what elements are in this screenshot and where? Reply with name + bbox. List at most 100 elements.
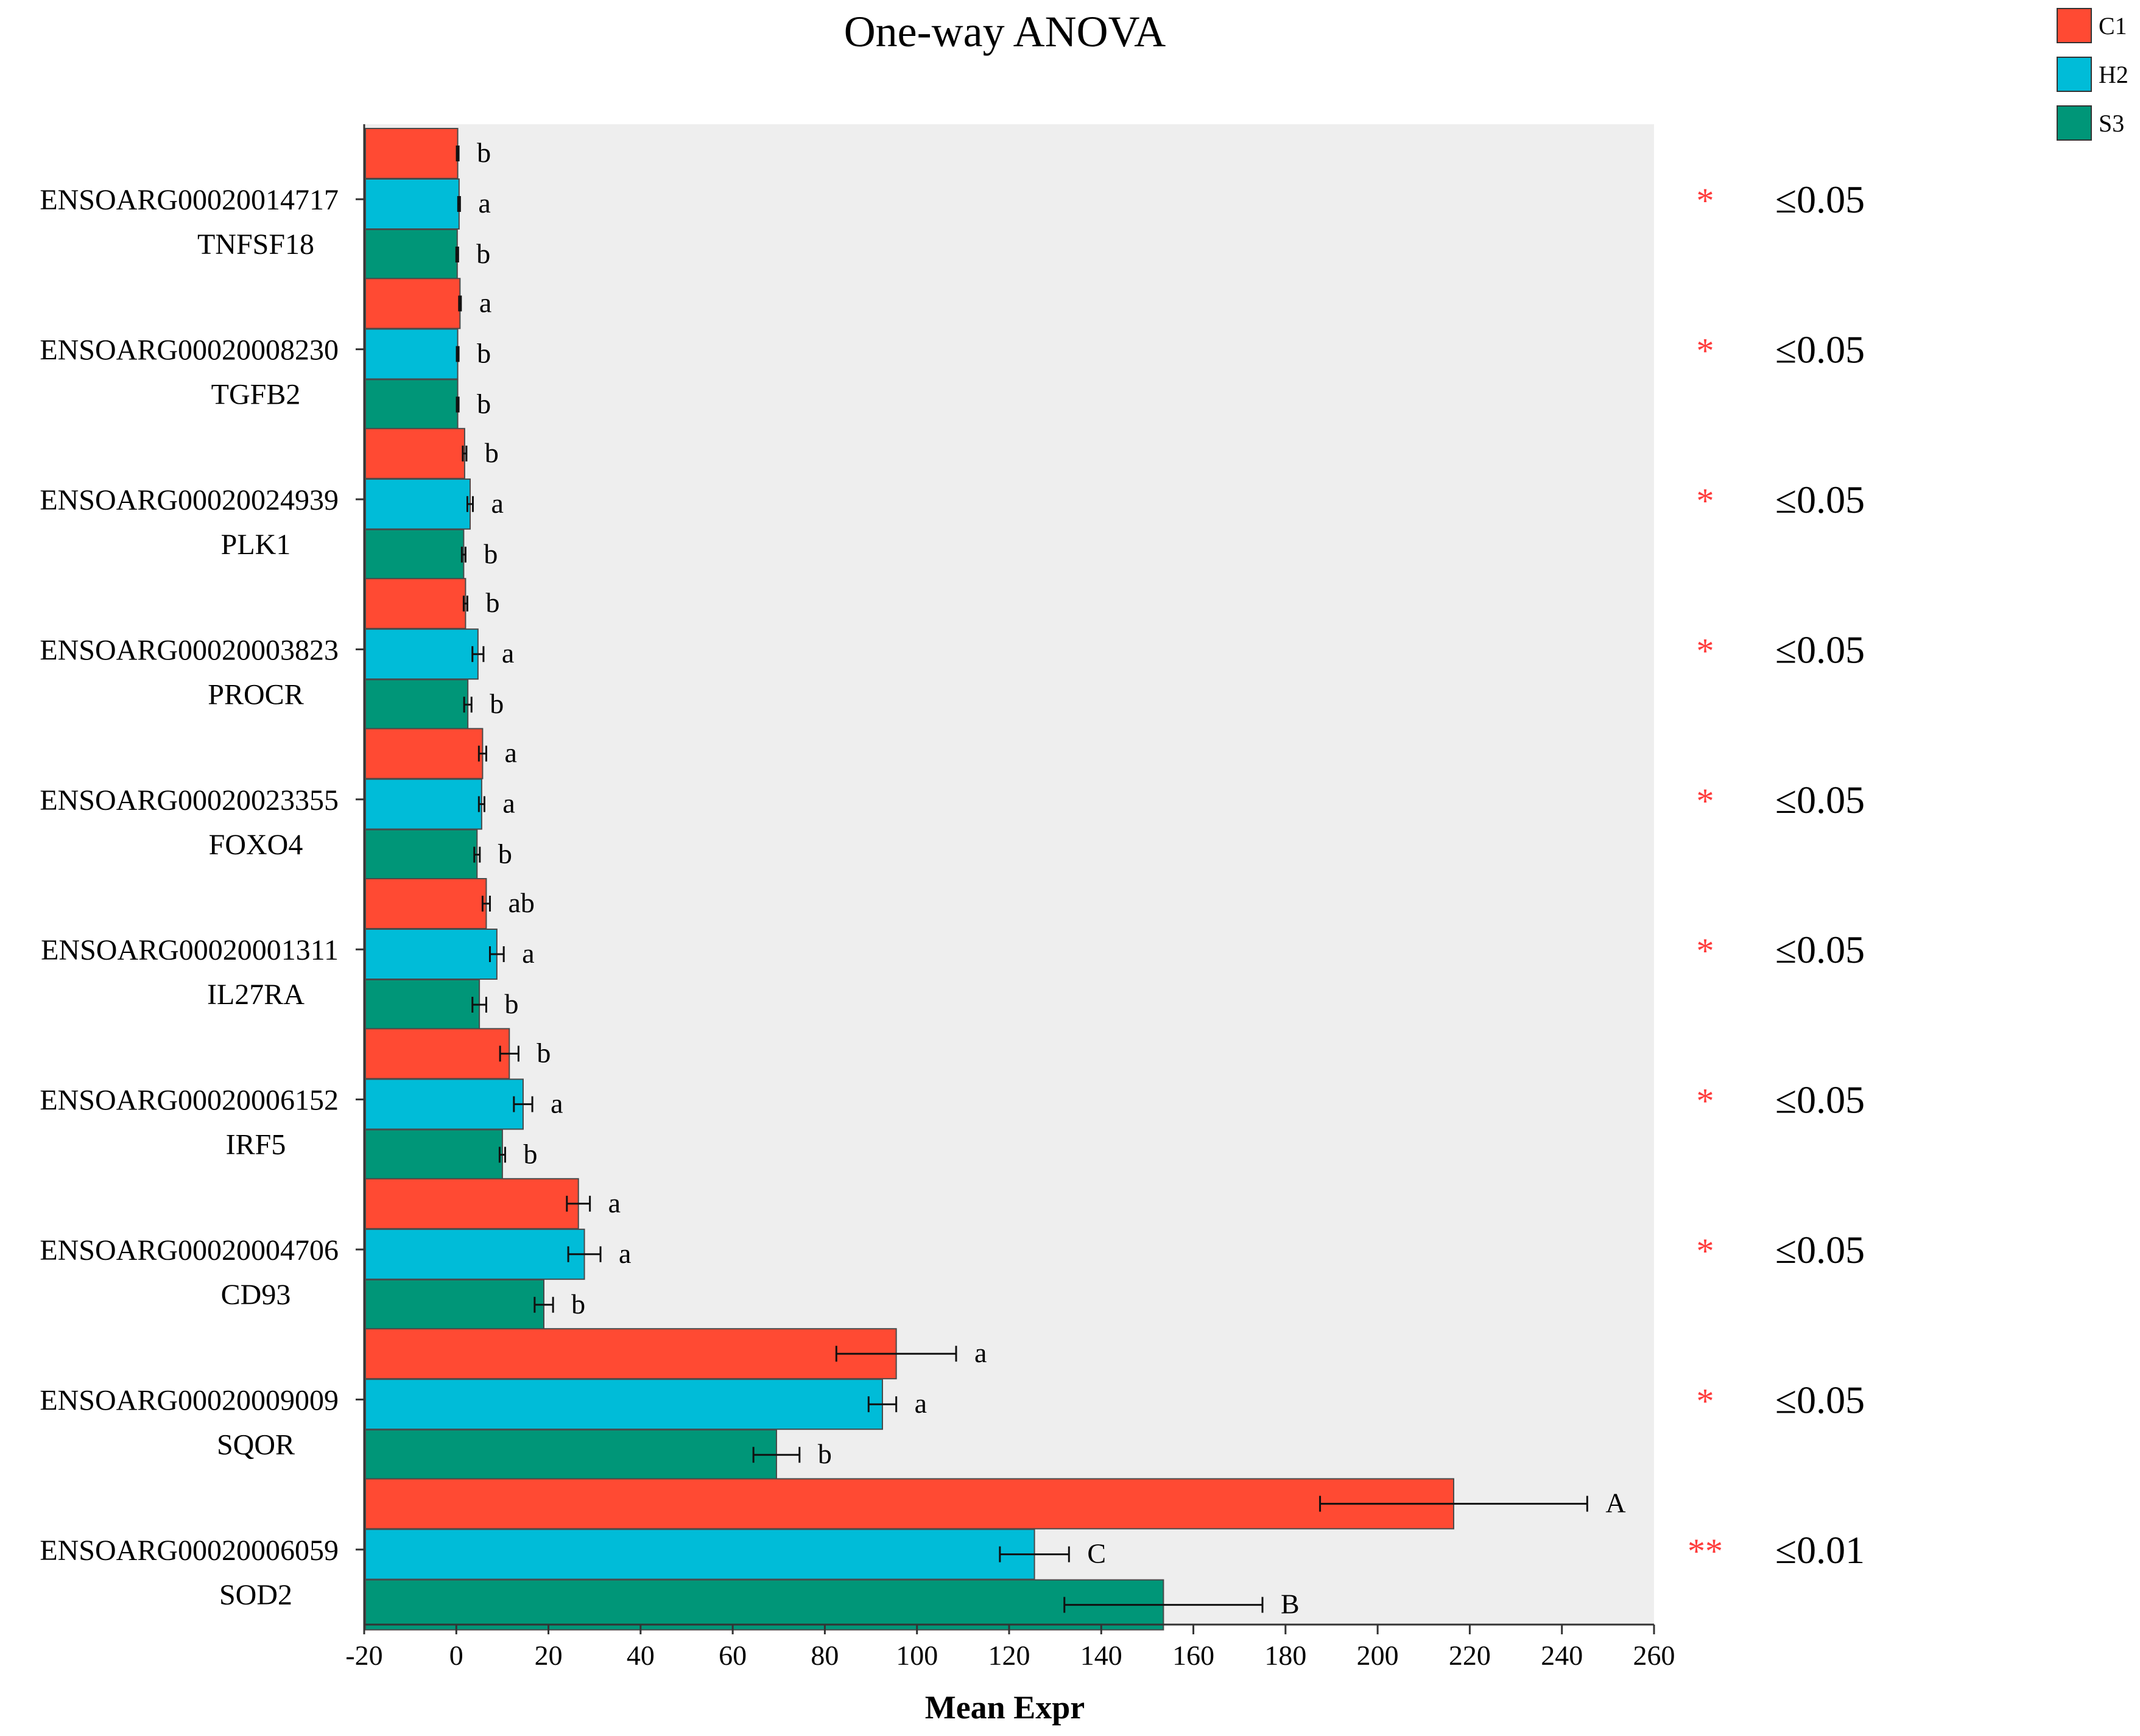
p-value-label: ≤0.05 bbox=[1775, 1228, 1865, 1271]
category-gene-label: PROCR bbox=[208, 678, 303, 711]
category-id-label: ENSOARG00020003823 bbox=[40, 634, 339, 666]
p-value-label: ≤0.05 bbox=[1775, 778, 1865, 821]
bar-tnfsf18-s3 bbox=[365, 229, 458, 280]
significance-letter: b bbox=[537, 1037, 551, 1068]
significance-stars: ** bbox=[1688, 1531, 1723, 1571]
legend-label-c1: C1 bbox=[2099, 12, 2127, 40]
significance-stars: * bbox=[1697, 1381, 1714, 1421]
p-value-label: ≤0.05 bbox=[1775, 1378, 1865, 1421]
category-gene-label: CD93 bbox=[221, 1279, 291, 1311]
bar-sod2-s3 bbox=[365, 1579, 1164, 1631]
bar-cd93-s3 bbox=[365, 1279, 545, 1330]
significance-letter: a bbox=[491, 488, 504, 519]
p-value-label: ≤0.05 bbox=[1775, 928, 1865, 971]
category-gene-label: FOXO4 bbox=[209, 829, 303, 861]
significance-letter: b bbox=[490, 688, 504, 719]
p-value-label: ≤0.05 bbox=[1775, 1078, 1865, 1122]
x-axis: -20 0 20 40 60 80 100 120 140 160 180 200 220 240 260 bbox=[345, 124, 1675, 1671]
significance-letter: b bbox=[484, 538, 498, 569]
x-tick-label: 80 bbox=[811, 1640, 839, 1671]
bar-sod2-c1 bbox=[365, 1478, 1454, 1530]
x-tick-label: 240 bbox=[1541, 1640, 1583, 1671]
significance-letter: a bbox=[608, 1187, 621, 1218]
significance-letter: b bbox=[571, 1288, 585, 1320]
significance-letter: b bbox=[476, 238, 490, 269]
category-id-label: ENSOARG00020001311 bbox=[41, 934, 339, 966]
bar-il27ra-s3 bbox=[365, 979, 480, 1030]
bar-foxo4-c1 bbox=[365, 728, 484, 779]
significance-letter: b bbox=[818, 1438, 832, 1469]
significance-letter: b bbox=[485, 587, 499, 618]
significance-letter: a bbox=[915, 1388, 927, 1419]
p-value-label: ≤0.05 bbox=[1775, 178, 1865, 221]
category-gene-label: IRF5 bbox=[226, 1129, 286, 1161]
p-value-label: ≤0.05 bbox=[1775, 628, 1865, 671]
significance-letter: B bbox=[1281, 1589, 1300, 1620]
category-gene-label: TNFSF18 bbox=[197, 228, 314, 261]
bar-plk1-c1 bbox=[365, 427, 465, 479]
significance-letter: ab bbox=[509, 887, 535, 918]
category-id-label: ENSOARG00020006059 bbox=[40, 1534, 339, 1567]
x-tick-label: 120 bbox=[988, 1640, 1030, 1671]
bar-plk1-h2 bbox=[365, 478, 471, 530]
significance-letter: a bbox=[502, 638, 514, 669]
significance-stars: * bbox=[1697, 781, 1714, 821]
significance-letter: C bbox=[1087, 1538, 1106, 1569]
bar-procr-s3 bbox=[365, 679, 469, 731]
bar-sqor-h2 bbox=[365, 1379, 883, 1430]
category-id-label: ENSOARG00020014717 bbox=[40, 184, 339, 216]
x-tick-label: 60 bbox=[719, 1640, 747, 1671]
significance-letter: a bbox=[478, 188, 490, 219]
significance-letter: a bbox=[619, 1238, 631, 1269]
bar-foxo4-h2 bbox=[365, 778, 482, 830]
x-tick-label: 160 bbox=[1172, 1640, 1214, 1671]
bar-plk1-s3 bbox=[365, 529, 465, 580]
category-id-label: ENSOARG00020009009 bbox=[40, 1384, 339, 1416]
bars-layer bbox=[365, 128, 1588, 1631]
p-value-label: ≤0.05 bbox=[1775, 478, 1865, 521]
p-value-label: ≤0.05 bbox=[1775, 328, 1865, 371]
bar-sqor-c1 bbox=[365, 1328, 897, 1380]
category-gene-label: SOD2 bbox=[219, 1579, 292, 1611]
bar-cd93-h2 bbox=[365, 1228, 585, 1280]
x-tick-label: 180 bbox=[1264, 1640, 1306, 1671]
bar-tgfb2-s3 bbox=[365, 379, 459, 430]
category-gene-label: PLK1 bbox=[221, 529, 291, 561]
significance-letter: a bbox=[504, 737, 516, 768]
significance-letter: a bbox=[551, 1088, 563, 1119]
bar-foxo4-s3 bbox=[365, 829, 478, 880]
bar-il27ra-c1 bbox=[365, 878, 487, 929]
x-tick-label: -20 bbox=[345, 1640, 382, 1671]
significance-stars: * bbox=[1697, 1081, 1714, 1121]
category-id-label: ENSOARG00020006152 bbox=[40, 1084, 339, 1117]
bar-tgfb2-c1 bbox=[365, 278, 461, 329]
bar-sod2-h2 bbox=[365, 1528, 1035, 1580]
bar-irf5-c1 bbox=[365, 1028, 510, 1080]
category-id-label: ENSOARG00020008230 bbox=[40, 334, 339, 367]
significance-stars: * bbox=[1697, 931, 1714, 971]
x-tick-label: 200 bbox=[1357, 1640, 1399, 1671]
p-value-label: ≤0.01 bbox=[1775, 1528, 1865, 1572]
significance-letter: b bbox=[485, 437, 499, 468]
bar-tgfb2-h2 bbox=[365, 328, 459, 380]
x-tick-label: 140 bbox=[1080, 1640, 1122, 1671]
legend-swatch-h2 bbox=[2057, 57, 2092, 92]
category-gene-label: TGFB2 bbox=[211, 379, 301, 411]
bar-irf5-s3 bbox=[365, 1129, 503, 1181]
legend: C1 H2 S3 bbox=[2057, 8, 2128, 141]
significance-stars: * bbox=[1697, 481, 1714, 521]
legend-label-s3: S3 bbox=[2099, 110, 2124, 137]
category-id-label: ENSOARG00020023355 bbox=[40, 784, 339, 817]
x-tick-label: 220 bbox=[1449, 1640, 1491, 1671]
significance-letter: A bbox=[1605, 1488, 1625, 1519]
x-tick-label: 260 bbox=[1633, 1640, 1675, 1671]
legend-swatch-s3 bbox=[2057, 105, 2092, 141]
significance-letter: a bbox=[479, 287, 491, 318]
significance-letter: b bbox=[477, 337, 491, 368]
bar-irf5-h2 bbox=[365, 1078, 524, 1130]
bar-cd93-c1 bbox=[365, 1178, 579, 1229]
chart-title: One-way ANOVA bbox=[844, 7, 1166, 56]
significance-letter: b bbox=[477, 388, 491, 419]
